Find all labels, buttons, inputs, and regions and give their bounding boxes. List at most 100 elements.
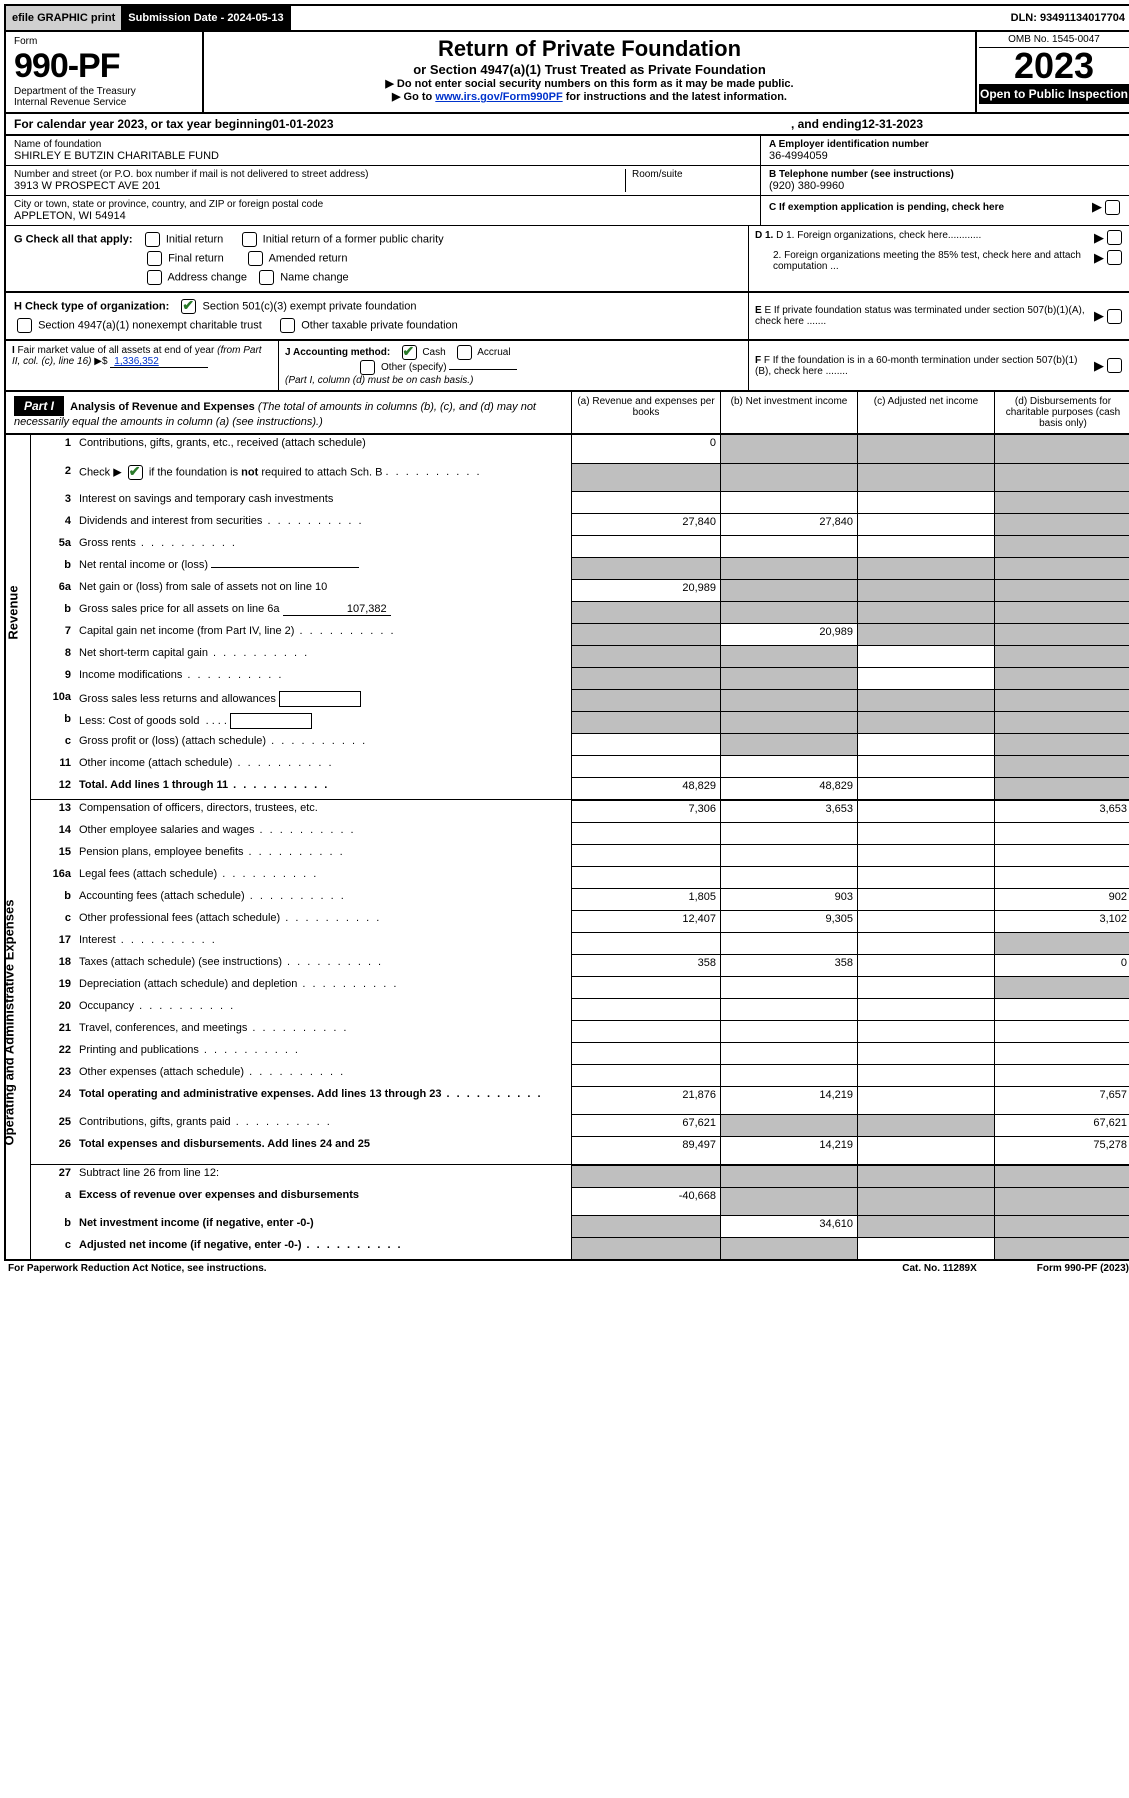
cb-initial-former[interactable] <box>242 232 257 247</box>
yearline-mid: , and ending <box>791 117 862 131</box>
r6b: Gross sales price for all assets on line… <box>75 601 571 623</box>
footer: For Paperwork Reduction Act Notice, see … <box>4 1261 1129 1276</box>
r24-b: 14,219 <box>720 1086 857 1114</box>
cb-501c3[interactable] <box>181 299 196 314</box>
h-section: H Check type of organization: Section 50… <box>6 293 749 339</box>
part1-badge: Part I <box>14 396 64 416</box>
telephone: (920) 380-9960 <box>769 180 1123 192</box>
d1-checkbox[interactable] <box>1107 230 1122 245</box>
i-section: I Fair market value of all assets at end… <box>6 341 279 390</box>
cb-amended[interactable] <box>248 251 263 266</box>
r16a: Legal fees (attach schedule) <box>75 866 571 888</box>
r18-a: 358 <box>571 954 720 976</box>
cb-initial[interactable] <box>145 232 160 247</box>
dln: DLN: 93491134017704 <box>1005 6 1129 30</box>
tel-cell: B Telephone number (see instructions) (9… <box>761 166 1129 196</box>
gd-row: G Check all that apply: Initial return I… <box>4 226 1129 293</box>
cb-address[interactable] <box>147 270 162 285</box>
tax-year-line: For calendar year 2023, or tax year begi… <box>4 114 1129 136</box>
arrow-icon: ▶ <box>1094 358 1104 374</box>
g-initial: Initial return <box>166 233 223 245</box>
cb-other[interactable] <box>360 360 375 375</box>
room-label: Room/suite <box>625 169 752 192</box>
arrow-icon: ▶ <box>1092 199 1102 215</box>
tel-label: B Telephone number (see instructions) <box>769 169 1123 180</box>
j-accrual: Accrual <box>477 347 510 358</box>
r3: Interest on savings and temporary cash i… <box>75 491 571 513</box>
part1-header: Part I Analysis of Revenue and Expenses … <box>4 392 1129 435</box>
side-expenses: Operating and Administrative Expenses <box>1 900 16 1146</box>
j-section: J Accounting method: Cash Accrual Other … <box>279 341 749 390</box>
r25-d: 67,621 <box>994 1114 1129 1136</box>
col-d-head: (d) Disbursements for charitable purpose… <box>994 392 1129 433</box>
r16c: Other professional fees (attach schedule… <box>75 910 571 932</box>
f-checkbox[interactable] <box>1107 358 1122 373</box>
cb-other-taxable[interactable] <box>280 318 295 333</box>
r1-a: 0 <box>571 435 720 463</box>
r16b-d: 902 <box>994 888 1129 910</box>
r18-d: 0 <box>994 954 1129 976</box>
c-checkbox[interactable] <box>1105 200 1120 215</box>
i-value[interactable]: 1,336,352 <box>110 356 208 368</box>
footer-mid: Cat. No. 11289X <box>902 1263 976 1274</box>
ein-cell: A Employer identification number 36-4994… <box>761 136 1129 166</box>
note2-post: for instructions and the latest informat… <box>563 91 787 103</box>
e-section: E E If private foundation status was ter… <box>749 293 1129 339</box>
arrow-icon: ▶ <box>1094 250 1104 272</box>
addr-label: Number and street (or P.O. box number if… <box>14 169 625 180</box>
col-a-head: (a) Revenue and expenses per books <box>571 392 720 433</box>
name-cell: Name of foundation SHIRLEY E BUTZIN CHAR… <box>6 136 760 166</box>
r5a: Gross rents <box>75 535 571 557</box>
r10a: Gross sales less returns and allowances <box>75 689 571 711</box>
cb-schB[interactable] <box>128 465 143 480</box>
g-final: Final return <box>168 252 224 264</box>
h-opt1: Section 501(c)(3) exempt private foundat… <box>202 300 416 312</box>
r26-b: 14,219 <box>720 1136 857 1164</box>
r27b-b: 34,610 <box>720 1215 857 1237</box>
r16b-b: 903 <box>720 888 857 910</box>
r5b: Net rental income or (loss) <box>75 557 571 579</box>
footer-left: For Paperwork Reduction Act Notice, see … <box>8 1263 267 1274</box>
g-address: Address change <box>167 271 247 283</box>
c-cell: C If exemption application is pending, c… <box>761 196 1129 218</box>
name-label: Name of foundation <box>14 139 752 150</box>
d1-label: D 1. Foreign organizations, check here..… <box>776 230 981 241</box>
title-sub: or Section 4947(a)(1) Trust Treated as P… <box>212 62 967 77</box>
r17: Interest <box>75 932 571 954</box>
side-revenue: Revenue <box>6 585 21 639</box>
cb-name[interactable] <box>259 270 274 285</box>
r10c: Gross profit or (loss) (attach schedule) <box>75 733 571 755</box>
cb-accrual[interactable] <box>457 345 472 360</box>
ijf-row: I Fair market value of all assets at end… <box>4 341 1129 392</box>
d2-checkbox[interactable] <box>1107 250 1122 265</box>
meta-grid: Name of foundation SHIRLEY E BUTZIN CHAR… <box>4 136 1129 226</box>
e-checkbox[interactable] <box>1107 309 1122 324</box>
he-row: H Check type of organization: Section 50… <box>4 293 1129 341</box>
arrow-icon: ▶ <box>1094 230 1104 246</box>
r4: Dividends and interest from securities <box>75 513 571 535</box>
dept-treasury: Department of the Treasury <box>14 86 194 97</box>
r9: Income modifications <box>75 667 571 689</box>
r14: Other employee salaries and wages <box>75 822 571 844</box>
efile-button[interactable]: efile GRAPHIC print <box>6 6 122 30</box>
cb-final[interactable] <box>147 251 162 266</box>
city: APPLETON, WI 54914 <box>14 210 752 222</box>
part1-title: Analysis of Revenue and Expenses <box>70 401 258 413</box>
r12-b: 48,829 <box>720 777 857 799</box>
header-center: Return of Private Foundation or Section … <box>204 32 975 112</box>
cb-4947[interactable] <box>17 318 32 333</box>
h-label: H Check type of organization: <box>14 300 169 312</box>
form-number: 990-PF <box>14 47 194 86</box>
r23: Other expenses (attach schedule) <box>75 1064 571 1086</box>
r25-a: 67,621 <box>571 1114 720 1136</box>
g-label: G Check all that apply: <box>14 233 133 245</box>
arrow-icon: ▶ <box>1094 308 1104 324</box>
irs-link[interactable]: www.irs.gov/Form990PF <box>435 91 562 103</box>
d-section: D 1. D 1. Foreign organizations, check h… <box>749 226 1129 291</box>
r13-d: 3,653 <box>994 800 1129 822</box>
r26-a: 89,497 <box>571 1136 720 1164</box>
cb-cash[interactable] <box>402 345 417 360</box>
form-header: Form 990-PF Department of the Treasury I… <box>4 32 1129 114</box>
r26: Total expenses and disbursements. Add li… <box>75 1136 571 1164</box>
f-label: F If the foundation is in a 60-month ter… <box>755 355 1077 377</box>
